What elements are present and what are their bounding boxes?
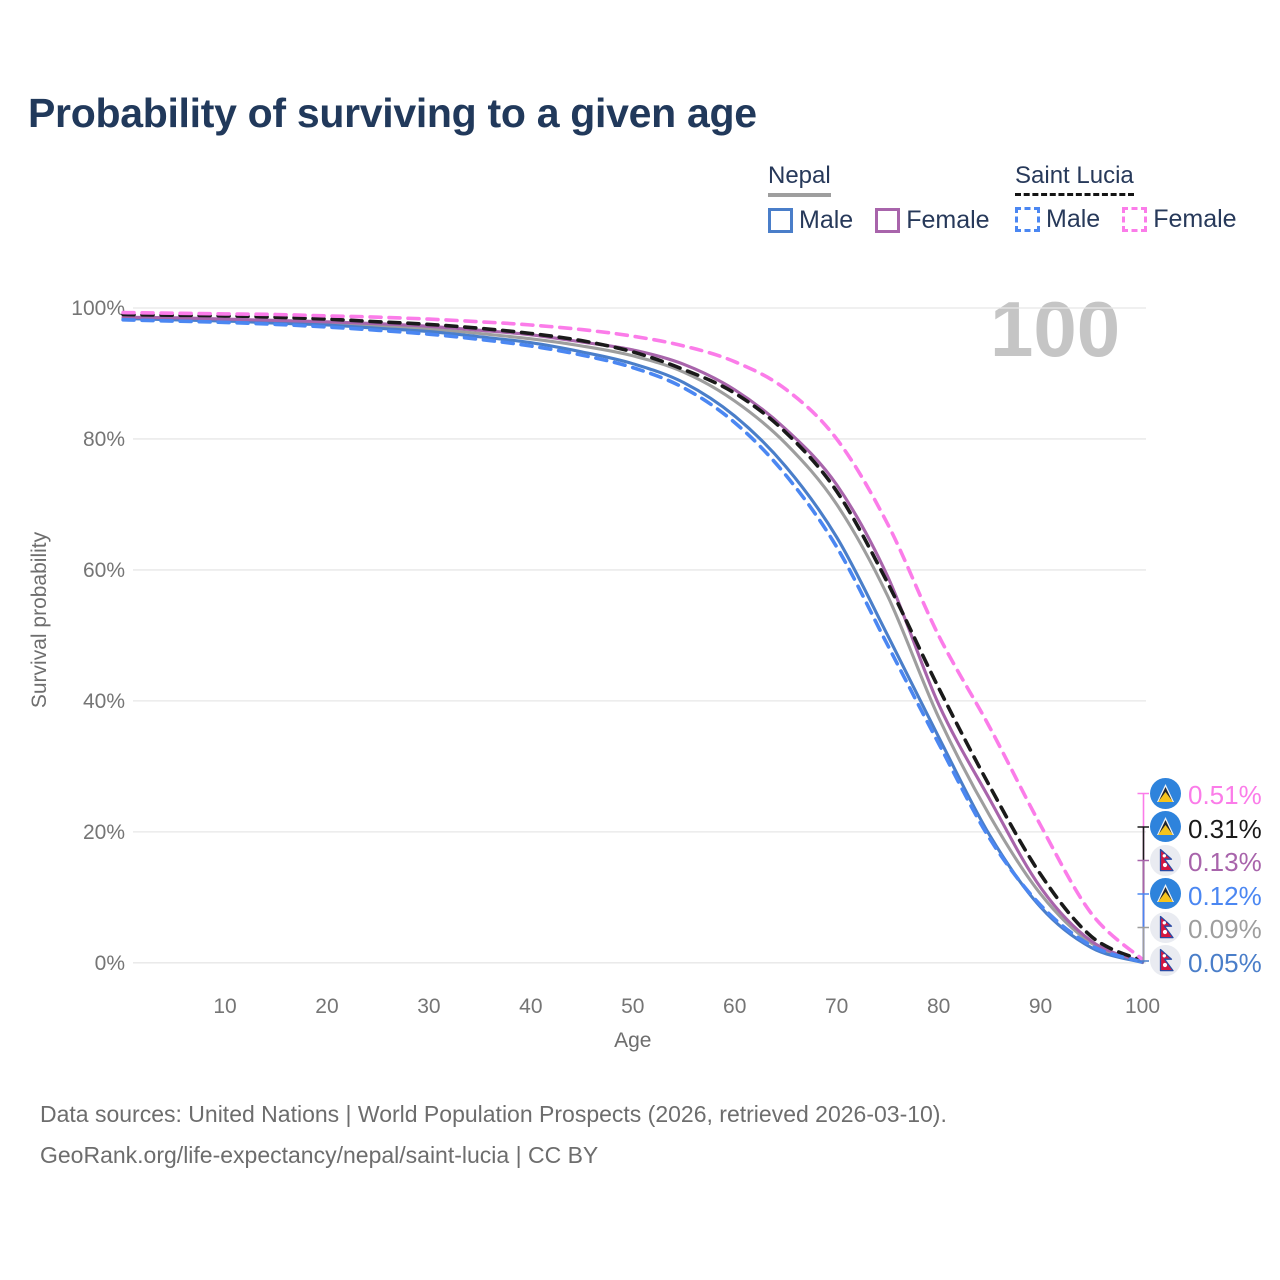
end-label[interactable]: 0.51%: [1150, 777, 1262, 814]
end-label-leader: [1137, 960, 1149, 963]
legend-item-label: Male: [1046, 205, 1101, 233]
legend-group-saint-lucia: Saint Lucia Male Female: [1015, 162, 1237, 234]
end-label[interactable]: 0.12%: [1150, 878, 1262, 914]
data-sources-line: Data sources: United Nations | World Pop…: [40, 1101, 947, 1127]
series-line-nepal-female[interactable]: [121, 315, 1145, 964]
legend-item-label: Female: [1153, 205, 1237, 233]
legend-item-saint-lucia-male[interactable]: Male: [1015, 205, 1100, 234]
legend-item-nepal-female[interactable]: Female: [875, 206, 990, 235]
end-label[interactable]: 0.09%: [1150, 911, 1262, 948]
series-line-saint-lucia-male[interactable]: [121, 318, 1145, 964]
end-label-value: 0.51%: [1188, 780, 1262, 810]
series-line-nepal-male[interactable]: [121, 316, 1145, 965]
nepal-female-swatch-icon: [875, 208, 901, 233]
x-tick-label: 20: [315, 995, 338, 1018]
age-counter-watermark: 100: [990, 285, 1121, 373]
end-label-value: 0.09%: [1188, 914, 1262, 944]
series-line-saint-lucia-female[interactable]: [121, 310, 1145, 962]
y-tick-label: 20%: [83, 821, 125, 844]
end-label-value: 0.05%: [1188, 947, 1262, 978]
x-tick-label: 40: [519, 995, 542, 1018]
legend-group-label-saint-lucia: Saint Lucia: [1015, 162, 1134, 196]
legend-group-label-nepal: Nepal: [768, 162, 831, 197]
y-axis-title: Survival probability: [28, 531, 51, 708]
saint-lucia-female-swatch-icon: [1122, 207, 1148, 232]
x-tick-label: 80: [927, 995, 950, 1018]
x-tick-label: 50: [621, 995, 644, 1018]
end-label[interactable]: 0.05%: [1150, 945, 1262, 981]
x-tick-label: 90: [1029, 995, 1052, 1018]
series-line-saint-lucia-total[interactable]: [121, 312, 1145, 963]
end-label-value: 0.13%: [1188, 847, 1262, 877]
nepal-flag-icon: [1150, 911, 1181, 943]
x-axis-title: Age: [614, 1029, 651, 1052]
saint-lucia-flag-icon: [1150, 878, 1181, 909]
end-label-value: 0.31%: [1188, 813, 1262, 844]
y-tick-label: 60%: [83, 559, 125, 582]
nepal-flag-icon: [1150, 844, 1181, 876]
x-tick-label: 30: [417, 995, 440, 1018]
y-tick-label: 80%: [83, 428, 125, 451]
data-sources-note: Data sources: United Nations | World Pop…: [40, 1094, 947, 1177]
x-tick-label: 60: [723, 995, 746, 1018]
series-line-nepal-total[interactable]: [121, 316, 1145, 964]
end-label[interactable]: 0.31%: [1150, 811, 1262, 847]
y-tick-label: 0%: [95, 952, 125, 975]
legend-item-label: Male: [799, 206, 854, 234]
saint-lucia-flag-icon: [1150, 811, 1181, 842]
end-label[interactable]: 0.13%: [1150, 844, 1262, 881]
x-tick-label: 70: [825, 995, 848, 1018]
y-tick-label: 100%: [71, 297, 125, 320]
nepal-male-swatch-icon: [768, 208, 793, 233]
legend-item-label: Female: [906, 206, 990, 234]
page-title: Probability of surviving to a given age: [28, 90, 757, 136]
nepal-flag-icon: [1150, 945, 1181, 976]
x-tick-label: 10: [213, 995, 236, 1018]
end-label-value: 0.12%: [1188, 880, 1262, 911]
x-tick-label: 100: [1125, 995, 1160, 1018]
legend-item-nepal-male[interactable]: Male: [768, 206, 853, 235]
end-label-leader: [1137, 926, 1149, 963]
legend-group-nepal: Nepal Male Female: [768, 162, 990, 235]
saint-lucia-male-swatch-icon: [1015, 207, 1040, 232]
attribution-line: GeoRank.org/life-expectancy/nepal/saint-…: [40, 1142, 599, 1169]
saint-lucia-flag-icon: [1150, 777, 1181, 809]
y-tick-label: 40%: [83, 690, 125, 713]
legend-item-saint-lucia-female[interactable]: Female: [1122, 205, 1237, 234]
